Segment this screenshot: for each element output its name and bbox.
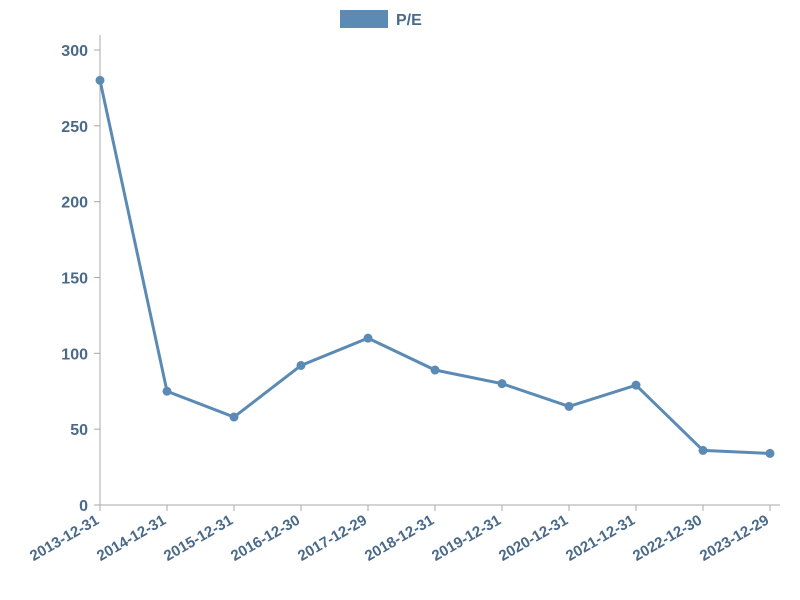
pe-data-point	[498, 380, 506, 388]
pe-data-point	[766, 449, 774, 457]
x-tick-label: 2020-12-31	[496, 512, 571, 565]
pe-data-point	[565, 402, 573, 410]
x-tick-label: 2019-12-31	[429, 512, 504, 565]
y-tick-label: 0	[79, 498, 88, 515]
y-tick-label: 50	[70, 422, 88, 439]
y-tick-label: 250	[61, 119, 88, 136]
pe-chart-container: 0501001502002503002013-12-312014-12-3120…	[0, 0, 800, 600]
pe-data-point	[230, 413, 238, 421]
pe-series-line	[100, 80, 770, 453]
pe-data-point	[163, 387, 171, 395]
y-tick-label: 200	[61, 195, 88, 212]
x-tick-label: 2018-12-31	[362, 512, 437, 565]
x-tick-label: 2015-12-31	[161, 512, 236, 565]
pe-data-point	[364, 334, 372, 342]
pe-data-point	[431, 366, 439, 374]
pe-data-point	[699, 446, 707, 454]
x-tick-label: 2022-12-30	[630, 512, 705, 565]
legend-swatch	[340, 10, 388, 28]
pe-data-point	[96, 76, 104, 84]
x-tick-label: 2017-12-29	[295, 512, 370, 565]
x-tick-label: 2021-12-31	[563, 512, 638, 565]
pe-line-chart: 0501001502002503002013-12-312014-12-3120…	[0, 0, 800, 600]
x-tick-label: 2013-12-31	[27, 512, 102, 565]
y-tick-label: 300	[61, 43, 88, 60]
pe-data-point	[297, 361, 305, 369]
y-tick-label: 100	[61, 346, 88, 363]
x-tick-label: 2014-12-31	[94, 512, 169, 565]
x-tick-label: 2023-12-29	[697, 512, 772, 565]
x-tick-label: 2016-12-30	[228, 512, 303, 565]
y-tick-label: 150	[61, 271, 88, 288]
pe-data-point	[632, 381, 640, 389]
legend-label: P/E	[396, 12, 422, 29]
